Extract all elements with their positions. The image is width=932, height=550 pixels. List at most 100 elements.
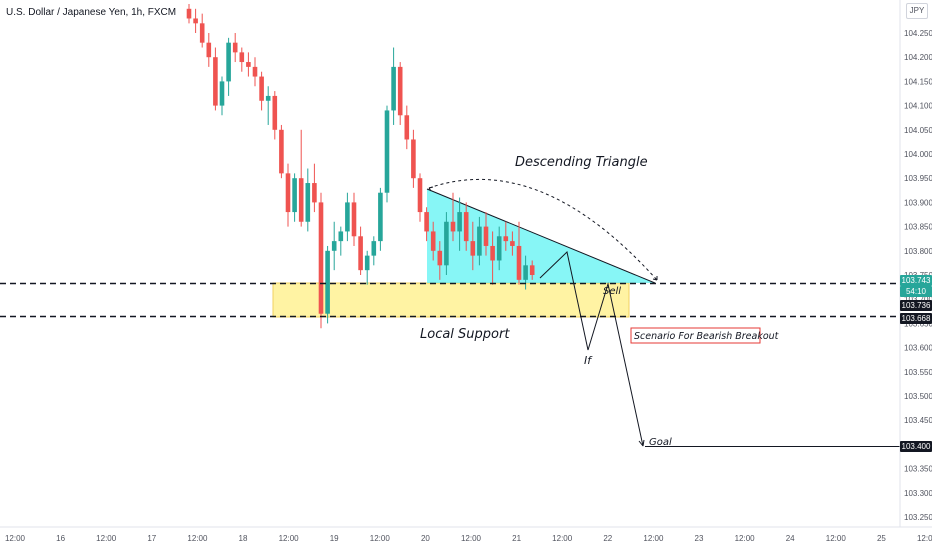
candle[interactable]	[219, 76, 225, 116]
candle-body	[404, 115, 410, 140]
currency-badge[interactable]: JPY	[906, 3, 928, 19]
candle[interactable]	[437, 241, 443, 280]
candle[interactable]	[252, 57, 258, 87]
price-tick-label: 104.150	[904, 77, 932, 86]
projection-arc[interactable]	[428, 178, 658, 281]
candle[interactable]	[463, 202, 469, 251]
candle[interactable]	[384, 105, 390, 203]
candle[interactable]	[404, 105, 410, 150]
candle[interactable]	[371, 236, 377, 266]
candle[interactable]	[529, 260, 535, 280]
candle-body	[272, 95, 278, 130]
candle[interactable]	[510, 231, 515, 256]
arc-start-arrow	[428, 186, 434, 192]
triangle-upper-trendline[interactable]	[426, 188, 656, 284]
candle-body	[490, 245, 495, 261]
candle[interactable]	[239, 47, 245, 72]
candle[interactable]	[450, 192, 456, 242]
candle[interactable]	[305, 168, 311, 232]
candle[interactable]	[246, 52, 251, 77]
candle[interactable]	[272, 91, 278, 140]
candle[interactable]	[312, 163, 317, 213]
candle-body	[265, 95, 271, 101]
candle[interactable]	[430, 221, 436, 261]
candle-body	[371, 241, 377, 256]
candle-body	[364, 255, 370, 271]
candle-body	[430, 231, 436, 251]
candle[interactable]	[444, 212, 449, 275]
candle[interactable]	[477, 216, 482, 266]
candle[interactable]	[298, 129, 304, 227]
local-support-zone[interactable]	[272, 282, 630, 318]
candle[interactable]	[285, 163, 291, 227]
candle[interactable]	[232, 33, 238, 63]
upper-level-tag: 103.736	[900, 300, 932, 311]
time-tick-label: 12:00	[643, 534, 664, 543]
time-tick-label: 12:00	[5, 534, 26, 543]
candle-body	[193, 18, 198, 24]
price-tick-label: 104.200	[904, 53, 932, 62]
candle[interactable]	[193, 8, 198, 33]
candle[interactable]	[186, 3, 192, 24]
scenario-label: Scenario For Bearish Breakout	[634, 331, 780, 342]
candle-body	[450, 221, 456, 232]
candle[interactable]	[490, 231, 495, 285]
candle[interactable]	[378, 187, 383, 251]
candle[interactable]	[397, 62, 403, 125]
candle[interactable]	[516, 221, 522, 285]
candle-body	[298, 178, 304, 222]
candle-body	[483, 226, 489, 246]
candle[interactable]	[417, 173, 423, 222]
candle-body	[378, 192, 383, 242]
time-tick-label: 22	[603, 534, 612, 543]
candle[interactable]	[292, 173, 297, 222]
candle[interactable]	[351, 192, 357, 246]
candle-body	[239, 52, 245, 63]
candle[interactable]	[213, 47, 218, 111]
time-tick-label: 12:00	[370, 534, 391, 543]
time-axis[interactable]: 12:00 16 12:00 17 12:00 18 12:00 19 12:00 20 12:00…	[5, 534, 932, 543]
candle[interactable]	[318, 192, 324, 329]
candle[interactable]	[364, 250, 370, 285]
candle[interactable]	[457, 197, 462, 251]
candle-body	[312, 183, 317, 203]
candle[interactable]	[206, 33, 212, 67]
candle[interactable]	[325, 245, 330, 324]
candle[interactable]	[338, 226, 344, 256]
candle[interactable]	[470, 221, 476, 271]
time-tick-label: 12:00	[826, 534, 847, 543]
candle[interactable]	[331, 221, 337, 271]
candle-body	[232, 42, 238, 53]
bearish-scenario-path[interactable]	[539, 251, 644, 447]
candle[interactable]	[496, 226, 502, 271]
candle-body	[186, 8, 192, 19]
candle[interactable]	[391, 47, 396, 125]
candle[interactable]	[226, 37, 231, 96]
countdown-tag: 54:10	[900, 286, 932, 297]
candle[interactable]	[483, 212, 489, 256]
candle[interactable]	[358, 226, 363, 275]
candle-body	[325, 250, 330, 314]
candle-body	[219, 81, 225, 106]
candle-body	[331, 241, 337, 251]
candle-body	[523, 265, 528, 280]
candle[interactable]	[279, 124, 284, 179]
candle[interactable]	[259, 71, 264, 111]
candle-body	[463, 212, 469, 242]
candle[interactable]	[345, 192, 350, 242]
candle[interactable]	[199, 13, 205, 48]
symbol-title: U.S. Dollar / Japanese Yen, 1h, FXCM	[6, 7, 177, 18]
last-price-tag: 103.743	[900, 275, 932, 286]
candle[interactable]	[265, 86, 271, 125]
candle-body	[529, 265, 535, 275]
candle-body	[516, 245, 522, 280]
candle[interactable]	[503, 221, 509, 251]
candle[interactable]	[424, 207, 429, 242]
time-tick-label: 21	[512, 534, 521, 543]
candle-body	[477, 226, 482, 256]
candle-body	[358, 236, 363, 271]
candle-body	[444, 221, 449, 266]
candle[interactable]	[411, 129, 416, 188]
time-tick-label: 18	[239, 534, 248, 543]
